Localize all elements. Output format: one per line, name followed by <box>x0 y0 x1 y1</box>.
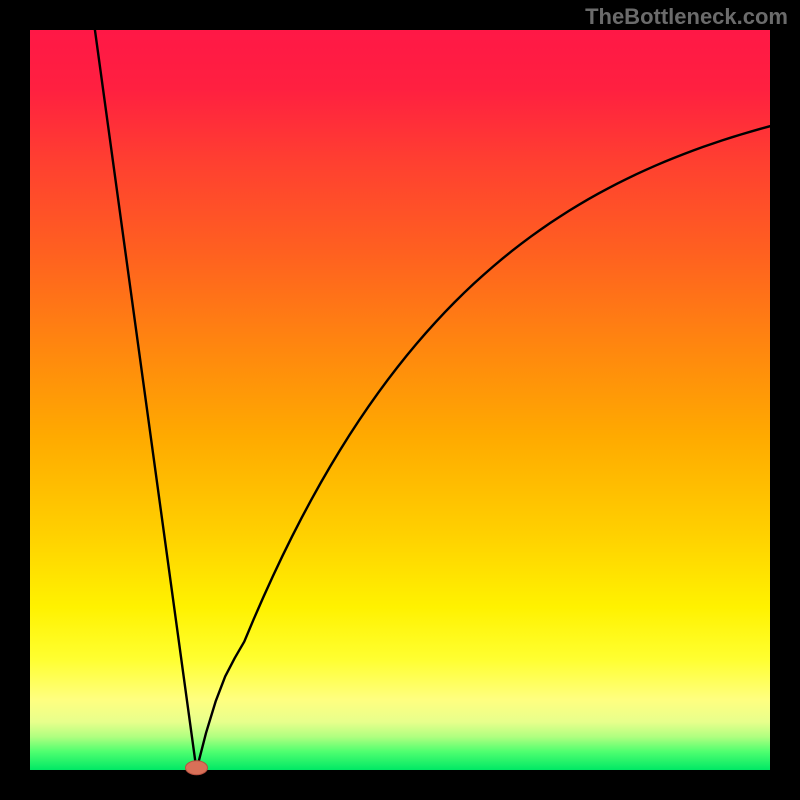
chart-background <box>30 30 770 770</box>
bottleneck-chart <box>0 0 800 800</box>
optimal-point-marker <box>186 761 208 775</box>
watermark-text: TheBottleneck.com <box>585 4 788 30</box>
